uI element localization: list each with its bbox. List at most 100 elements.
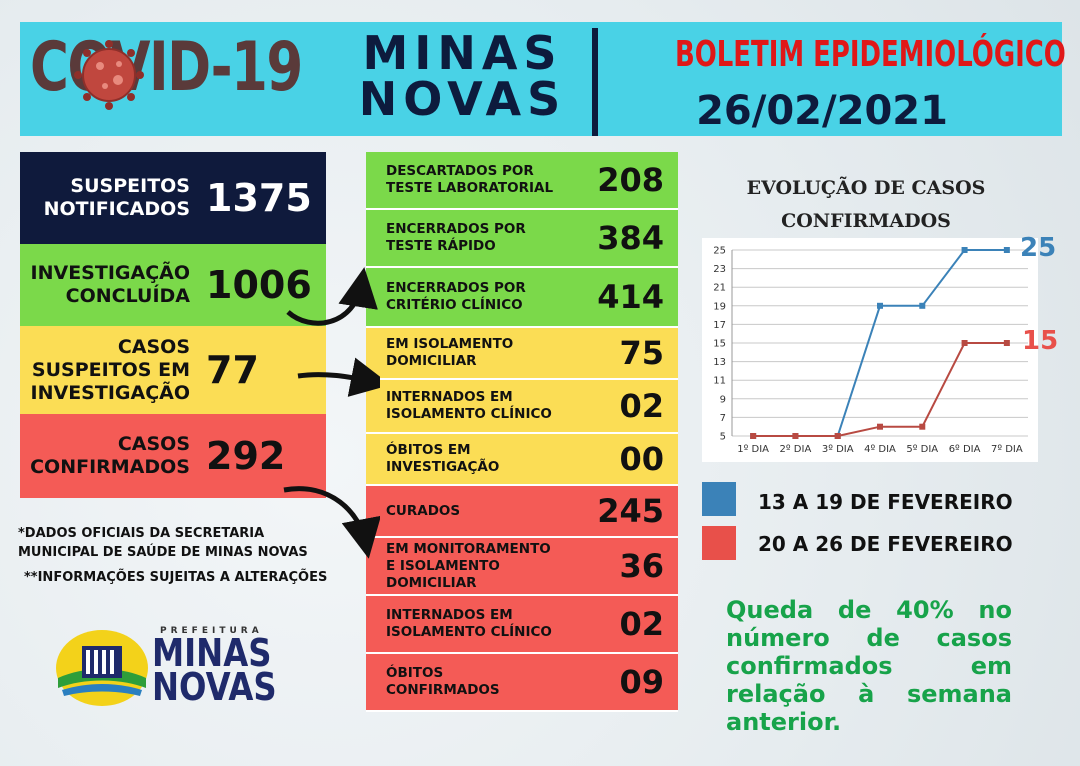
right-stat-value: 02 [619, 387, 664, 425]
logo-line-2: NOVAS [152, 665, 277, 709]
right-stat-row: EM ISOLAMENTO DOMICILIAR 75 [366, 328, 678, 380]
legend-label-week-2: 20 A 26 DE FEVEREIRO [758, 532, 1013, 556]
right-stat-label: INTERNADOS EM ISOLAMENTO CLÍNICO [386, 389, 552, 422]
right-stat-row: ENCERRADOS POR TESTE RÁPIDO 384 [366, 210, 678, 268]
left-stat-label: INVESTIGAÇÃO CONCLUÍDA [30, 262, 190, 307]
left-stat-value: 1375 [206, 176, 312, 220]
series-point-2 [961, 340, 968, 346]
x-tick-label: 1º DIA [737, 444, 769, 455]
x-tick-label: 6º DIA [949, 444, 981, 455]
right-stat-row: ÓBITOS EM INVESTIGAÇÃO 00 [366, 434, 678, 486]
logo-line-1: MINAS [152, 631, 272, 675]
x-tick-label: 2º DIA [780, 444, 812, 455]
right-stat-value: 02 [619, 605, 664, 643]
x-tick-label: 4º DIA [864, 444, 896, 455]
right-stat-label: ÓBITOS CONFIRMADOS [386, 665, 500, 698]
title-city: MINAS NOVAS [358, 26, 567, 126]
series-point-2 [834, 433, 841, 439]
left-stat-block: CASOS CONFIRMADOS 292 [20, 414, 326, 498]
logo-city-name: MINAS NOVAS [152, 631, 277, 709]
series-end-label-2: 15 [1022, 326, 1059, 356]
left-stat-label: CASOS SUSPEITOS EM INVESTIGAÇÃO [30, 335, 190, 404]
right-stat-label: EM ISOLAMENTO DOMICILIAR [386, 336, 514, 369]
right-stat-label: EM MONITORAMENTO E ISOLAMENTO DOMICILIAR [386, 540, 551, 591]
y-tick-label: 7 [720, 413, 726, 424]
right-stat-value: 09 [619, 663, 664, 701]
flow-arrows [283, 267, 380, 559]
right-stat-label: DESCARTADOS POR TESTE LABORATORIAL [386, 163, 554, 196]
right-stat-label: INTERNADOS EM ISOLAMENTO CLÍNICO [386, 607, 552, 640]
series-point-1 [919, 302, 926, 309]
right-stat-label: ÓBITOS EM INVESTIGAÇÃO [386, 442, 500, 475]
note-subject-to-change: **INFORMAÇÕES SUJEITAS A ALTERAÇÕES [24, 570, 328, 585]
right-stat-row: DESCARTADOS POR TESTE LABORATORIAL 208 [366, 152, 678, 210]
right-stat-value: 208 [597, 161, 664, 199]
line-chart: 5 7 9 11 13 15 17 19 21 23 25 1º DIA 2º DIA 3º DIA 4º … [713, 246, 1028, 455]
x-tick-label: 5º DIA [906, 444, 938, 455]
left-stat-value: 292 [206, 434, 286, 478]
y-tick-label: 25 [713, 246, 726, 257]
right-stat-value: 00 [619, 440, 664, 478]
left-stat-label: SUSPEITOS NOTIFICADOS [43, 175, 190, 220]
y-tick-label: 23 [713, 264, 726, 275]
right-stat-row: ENCERRADOS POR CRITÉRIO CLÍNICO 414 [366, 268, 678, 328]
legend-swatch-week-1 [702, 482, 736, 516]
summary-text: Queda de 40% no número de casos confirma… [726, 596, 1012, 736]
series-point-1 [961, 247, 968, 253]
arrow-to-red [283, 486, 380, 559]
series-point-2 [1003, 340, 1010, 346]
y-tick-label: 9 [720, 394, 726, 405]
right-stat-row: EM MONITORAMENTO E ISOLAMENTO DOMICILIAR… [366, 538, 678, 596]
y-tick-label: 15 [713, 339, 726, 350]
arrow-to-yellow [297, 357, 380, 397]
bulletin-title: BOLETIM EPIDEMIOLÓGICO [675, 34, 1066, 75]
x-tick-label: 3º DIA [822, 444, 854, 455]
left-stat-block: INVESTIGAÇÃO CONCLUÍDA 1006 [20, 244, 326, 326]
legend-label-week-1: 13 A 19 DE FEVEREIRO [758, 490, 1013, 514]
left-stat-value: 77 [206, 348, 259, 392]
right-stat-row: INTERNADOS EM ISOLAMENTO CLÍNICO 02 [366, 380, 678, 434]
title-covid: COVID-19 [30, 28, 303, 107]
right-stat-label: ENCERRADOS POR CRITÉRIO CLÍNICO [386, 280, 526, 313]
series-point-2 [919, 423, 926, 430]
right-stat-value: 384 [597, 219, 664, 257]
note-official-data: *DADOS OFICIAIS DA SECRETARIA MUNICIPAL … [18, 526, 308, 560]
chart-area: 5 7 9 11 13 15 17 19 21 23 25 1º DIA 2º DIA 3º DIA 4º … [702, 238, 1038, 462]
series-end-label-1: 25 [1020, 233, 1057, 263]
y-tick-label: 11 [713, 376, 726, 387]
header-divider [592, 28, 598, 136]
left-stat-block: CASOS SUSPEITOS EM INVESTIGAÇÃO 77 [20, 326, 326, 414]
right-stat-label: ENCERRADOS POR TESTE RÁPIDO [386, 221, 526, 254]
series-point-2 [792, 433, 799, 439]
left-stat-label: CASOS CONFIRMADOS [30, 433, 190, 478]
y-tick-label: 5 [720, 432, 726, 443]
right-stat-value: 245 [597, 492, 664, 530]
right-stat-row: CURADOS 245 [366, 486, 678, 538]
arrow-to-green [286, 267, 378, 326]
right-stat-value: 414 [597, 278, 664, 316]
right-stat-label: CURADOS [386, 502, 461, 519]
left-stat-block: SUSPEITOS NOTIFICADOS 1375 [20, 152, 326, 244]
x-tick-label: 7º DIA [991, 444, 1023, 455]
series-point-2 [877, 423, 883, 430]
legend-swatch-week-2 [702, 526, 736, 560]
left-stat-value: 1006 [206, 263, 312, 307]
logo-prefeitura: PREFEITURA [160, 626, 263, 636]
y-tick-label: 17 [713, 320, 726, 331]
bulletin-date: 26/02/2021 [696, 88, 948, 134]
chart-title: EVOLUÇÃO DE CASOS CONFIRMADOS [746, 177, 986, 232]
right-stat-value: 36 [619, 547, 664, 585]
y-tick-label: 19 [713, 301, 726, 312]
series-point-1 [877, 302, 883, 309]
y-tick-label: 21 [713, 283, 726, 294]
right-stat-value: 75 [619, 334, 664, 372]
header-banner [20, 22, 1062, 136]
y-tick-label: 13 [713, 357, 726, 368]
right-stat-row: INTERNADOS EM ISOLAMENTO CLÍNICO 02 [366, 596, 678, 654]
series-point-1 [1003, 247, 1010, 253]
series-line-2 [753, 342, 1007, 437]
prefeitura-logo-icon [56, 630, 148, 706]
virus-icon [74, 40, 144, 110]
right-stat-row: ÓBITOS CONFIRMADOS 09 [366, 654, 678, 712]
series-point-2 [750, 433, 757, 439]
